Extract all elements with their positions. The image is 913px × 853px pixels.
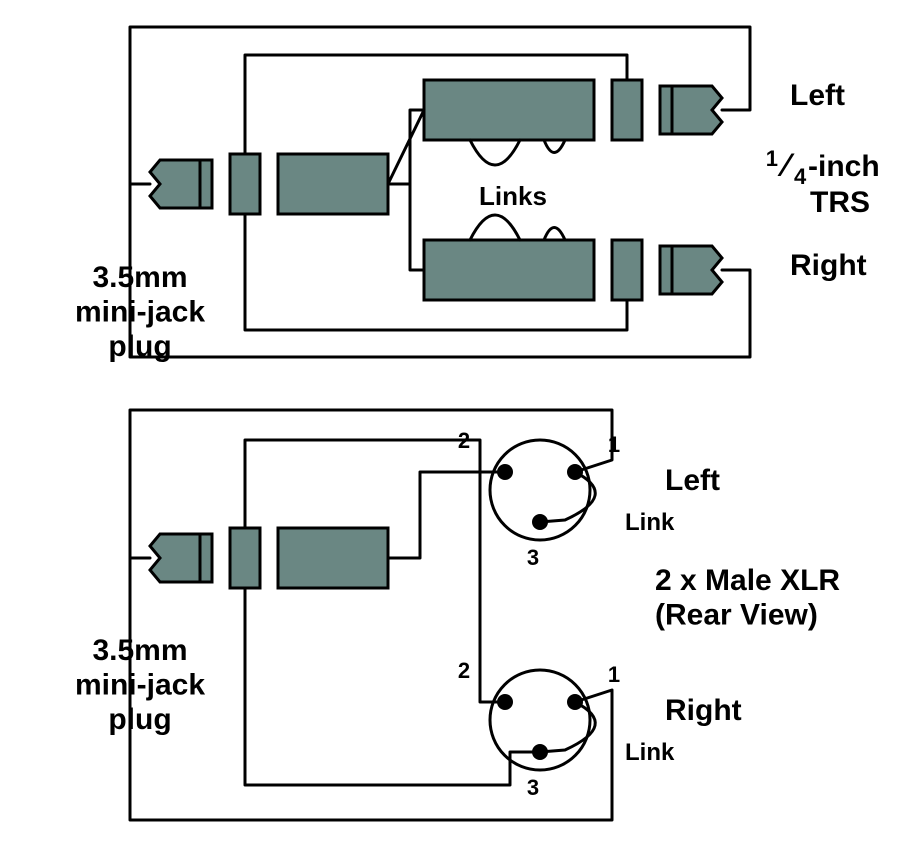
trs-left-ring <box>612 80 642 140</box>
svg-text:3.5mm: 3.5mm <box>92 261 187 294</box>
svg-text:mini-jack: mini-jack <box>75 669 205 702</box>
trs-left-tip-stub <box>660 86 672 134</box>
svg-text:3.5mm: 3.5mm <box>92 634 187 667</box>
wire-top-0 <box>388 110 424 184</box>
label-link-r: Link <box>625 739 675 766</box>
minijack-top-tip-stub <box>200 160 212 208</box>
pin-label-r-p2: 2 <box>458 658 470 683</box>
trs-left-tip <box>672 86 722 134</box>
minijack-bot-tip-stub <box>200 534 212 582</box>
pin-label-l-p2: 2 <box>458 428 470 453</box>
svg-text:4: 4 <box>794 164 807 189</box>
minijack-bot-tip <box>150 534 200 582</box>
trs-left-sleeve <box>424 80 594 140</box>
svg-text:1: 1 <box>766 146 778 171</box>
pin-label-r-p1: 1 <box>608 662 620 687</box>
svg-text:plug: plug <box>108 703 171 736</box>
label-minijack-top: 3.5mmmini-jackplug <box>75 261 205 363</box>
wire-top-7 <box>470 140 520 165</box>
trs-right-tip-stub <box>660 246 672 294</box>
label-left-bot: Left <box>665 464 720 497</box>
minijack-top-ring <box>230 154 260 214</box>
label-right-top: Right <box>790 249 867 282</box>
svg-text:⁄: ⁄ <box>777 147 795 183</box>
wire-bot-2 <box>245 588 540 785</box>
trs-right-ring <box>612 240 642 300</box>
label-link-l: Link <box>625 509 675 536</box>
minijack-bot-ring <box>230 528 260 588</box>
wire-top-10 <box>544 228 565 241</box>
svg-text:plug: plug <box>108 330 171 363</box>
trs-right-sleeve <box>424 240 594 300</box>
label-right-bot: Right <box>665 694 742 727</box>
minijack-top-sleeve <box>278 154 388 214</box>
svg-text:(Rear View): (Rear View) <box>655 599 818 632</box>
wire-top-9 <box>470 215 520 240</box>
wire-top-2 <box>388 184 424 270</box>
wire-bot-0 <box>388 472 505 558</box>
pin-label-l-p3: 3 <box>527 545 539 570</box>
label-xlr-title: 2 x Male XLR(Rear View) <box>655 564 840 632</box>
pin-label-r-p3: 3 <box>527 775 539 800</box>
wire-bot-4 <box>540 472 595 522</box>
label-minijack-bot: 3.5mmmini-jackplug <box>75 634 205 736</box>
label-links-top: Links <box>479 181 547 211</box>
trs-right-tip <box>672 246 722 294</box>
label-quarter-inch: 1⁄4-inchTRS <box>766 146 880 219</box>
label-left-top: Left <box>790 79 845 112</box>
pin-label-l-p1: 1 <box>608 432 620 457</box>
wire-top-8 <box>544 140 565 153</box>
minijack-top-tip <box>150 160 200 208</box>
svg-text:-inch: -inch <box>808 150 880 183</box>
minijack-bot-sleeve <box>278 528 388 588</box>
wire-bot-5 <box>540 702 595 752</box>
svg-text:mini-jack: mini-jack <box>75 296 205 329</box>
svg-text:2 x Male XLR: 2 x Male XLR <box>655 564 840 597</box>
svg-text:TRS: TRS <box>810 186 870 219</box>
